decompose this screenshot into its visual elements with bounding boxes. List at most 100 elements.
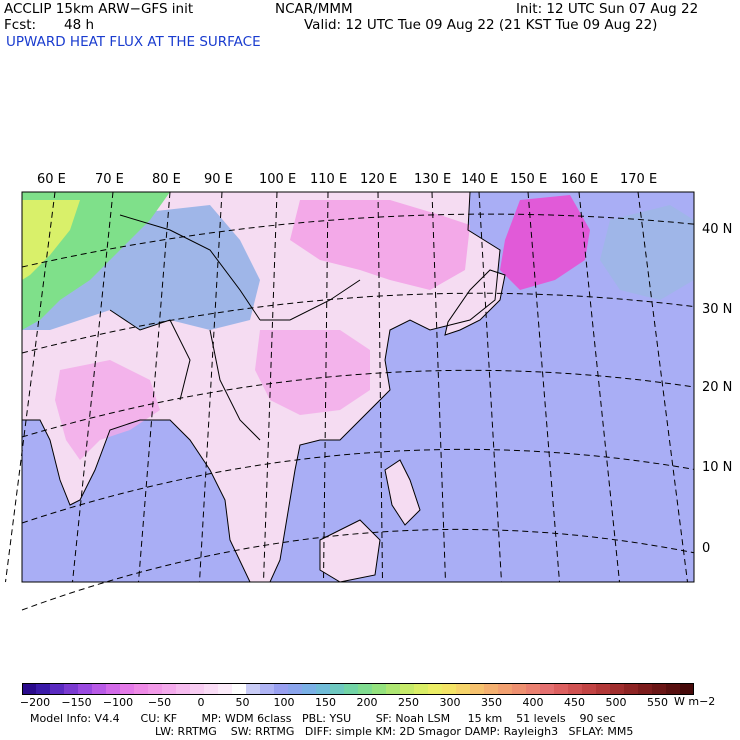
colorbar-swatch xyxy=(288,683,303,695)
pacific-low-flux xyxy=(600,205,694,300)
colorbar-swatch xyxy=(372,683,387,695)
longitude-line xyxy=(323,191,329,583)
longitude-label: 170 E xyxy=(620,172,658,187)
colorbar xyxy=(22,683,694,695)
latitude-label: 10 N xyxy=(702,460,733,475)
longitude-line xyxy=(431,191,446,583)
longitude-label: 150 E xyxy=(510,172,548,187)
latitude-label: 0 xyxy=(702,541,711,556)
colorbar-swatch xyxy=(260,683,275,695)
latitude-line xyxy=(21,528,695,611)
longitude-line xyxy=(5,191,56,583)
longitude-line xyxy=(527,191,560,583)
colorbar-swatch xyxy=(568,683,583,695)
colorbar-tick-label: −200 xyxy=(19,696,51,709)
colorbar-tick-label: 200 xyxy=(356,696,378,709)
forecast-label: Fcst: xyxy=(4,17,37,33)
graticule xyxy=(5,191,695,611)
colorbar-swatch xyxy=(232,683,247,695)
colorbar-tick-label: −100 xyxy=(102,696,134,709)
colorbar-swatch xyxy=(274,683,289,695)
organization: NCAR/MMM xyxy=(275,1,353,17)
colorbar-swatch xyxy=(484,683,499,695)
colorbar-tick-label: 50 xyxy=(235,696,250,709)
colorbar-swatch xyxy=(498,683,513,695)
colorbar-swatch xyxy=(358,683,373,695)
colorbar-swatch xyxy=(176,683,191,695)
longitude-label: 80 E xyxy=(152,172,181,187)
colorbar-tick-label: −150 xyxy=(61,696,92,709)
colorbar-swatch xyxy=(190,683,205,695)
latitude-label: 40 N xyxy=(702,222,733,237)
heat-flux-hotspot xyxy=(500,195,590,290)
colorbar-swatch xyxy=(120,683,135,695)
colorbar-swatch xyxy=(246,683,261,695)
colorbar-swatch xyxy=(218,683,233,695)
colorbar-swatch xyxy=(316,683,331,695)
colorbar-swatch xyxy=(22,683,37,695)
colorbar-tick-label: 400 xyxy=(522,696,544,709)
colorbar-swatch xyxy=(162,683,177,695)
colorbar-tick-label: 250 xyxy=(398,696,419,709)
model-info-line: Model Info: V4.4 CU: KF MP: WDM 6class P… xyxy=(30,712,616,725)
colorbar-swatch xyxy=(456,683,471,695)
coastlines xyxy=(22,192,506,582)
physics-info-line: LW: RRTMG SW: RRTMG DIFF: simple KM: 2D … xyxy=(155,725,634,738)
colorbar-swatch xyxy=(428,683,443,695)
colorbar-swatch xyxy=(64,683,79,695)
philippines-land xyxy=(385,460,420,525)
colorbar-swatch xyxy=(344,683,359,695)
colorbar-tick-label: 100 xyxy=(273,696,295,709)
colorbar-tick-label: 350 xyxy=(481,696,502,709)
colorbar-swatch xyxy=(666,683,681,695)
colorbar-tick-label: 450 xyxy=(564,696,585,709)
longitude-label: 130 E xyxy=(414,172,452,187)
colorbar-swatch xyxy=(680,683,694,695)
colorbar-swatch xyxy=(512,683,527,695)
colorbar-unit: W m−2 xyxy=(674,695,716,708)
longitude-label: 110 E xyxy=(310,172,348,187)
colorbar-swatch xyxy=(554,683,569,695)
colorbar-swatch xyxy=(442,683,457,695)
colorbar-swatch xyxy=(134,683,149,695)
colorbar-tick-label: 500 xyxy=(605,696,627,709)
longitude-label: 120 E xyxy=(360,172,398,187)
heat-flux-central-china xyxy=(255,330,370,415)
init-time: Init: 12 UTC Sun 07 Aug 22 xyxy=(516,1,699,17)
colorbar-tick-label: 550 xyxy=(647,696,668,709)
colorbar-swatch xyxy=(638,683,653,695)
map-frame xyxy=(21,191,695,583)
colorbar-swatch xyxy=(624,683,639,695)
colorbar-swatch xyxy=(540,683,555,695)
highest-flux-northwest xyxy=(22,200,80,280)
map-field xyxy=(22,192,694,582)
colorbar-swatch xyxy=(582,683,597,695)
longitude-label: 160 E xyxy=(561,172,599,187)
longitude-label: 100 E xyxy=(259,172,297,187)
longitude-line xyxy=(263,191,278,583)
longitude-label: 90 E xyxy=(204,172,233,187)
colorbar-swatch xyxy=(92,683,107,695)
heat-flux-northeast xyxy=(290,200,470,290)
latitude-line xyxy=(21,292,695,354)
longitude-label: 70 E xyxy=(95,172,124,187)
colorbar-swatch xyxy=(414,683,429,695)
longitude-line xyxy=(72,191,114,583)
colorbar-swatch xyxy=(652,683,667,695)
colorbar-swatch xyxy=(610,683,625,695)
colorbar-swatch xyxy=(78,683,93,695)
longitude-line xyxy=(637,191,688,583)
forecast-hour: 48 h xyxy=(64,17,95,33)
field-title: UPWARD HEAT FLUX AT THE SURFACE xyxy=(6,34,261,50)
colorbar-swatch xyxy=(596,683,611,695)
colorbar-swatch xyxy=(148,683,163,695)
colorbar-swatch xyxy=(36,683,51,695)
latitude-label: 20 N xyxy=(702,380,733,395)
colorbar-swatch xyxy=(50,683,65,695)
japan-land xyxy=(445,270,505,335)
colorbar-border xyxy=(22,683,694,695)
latitude-line xyxy=(21,448,695,524)
colorbar-swatch xyxy=(204,683,219,695)
latitude-label: 30 N xyxy=(702,302,733,317)
